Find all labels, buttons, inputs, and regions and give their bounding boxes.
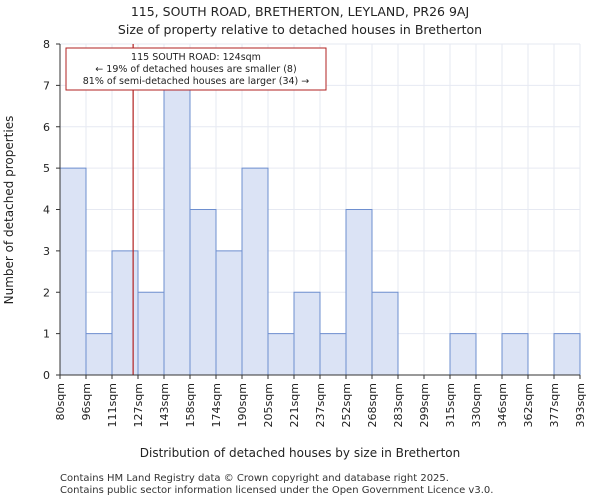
x-tick-label: 362sqm <box>522 383 535 427</box>
x-tick-label: 127sqm <box>132 383 145 427</box>
histogram-bar <box>449 333 477 376</box>
y-tick-label: 3 <box>43 245 50 258</box>
x-tick-label: 268sqm <box>366 383 379 427</box>
histogram-bar <box>111 250 139 376</box>
histogram-bar <box>163 84 191 376</box>
annotation-line-3: 81% of semi-detached houses are larger (… <box>83 76 310 87</box>
x-tick-label: 174sqm <box>210 383 223 427</box>
annotation-line-2: ← 19% of detached houses are smaller (8) <box>95 64 296 75</box>
histogram-bar <box>293 291 321 376</box>
x-tick-label: 96sqm <box>80 383 93 420</box>
histogram-bar <box>319 333 347 376</box>
y-tick-label: 4 <box>43 204 50 217</box>
x-tick-label: 205sqm <box>262 383 275 427</box>
x-tick-label: 346sqm <box>496 383 509 427</box>
annotation-frame <box>65 47 327 91</box>
chart-title: 115, SOUTH ROAD, BRETHERTON, LEYLAND, PR… <box>131 4 469 19</box>
histogram-bar <box>189 209 217 376</box>
histogram-bar <box>215 250 243 376</box>
y-axis-label: Number of detached properties <box>2 116 16 305</box>
x-tick-label: 158sqm <box>184 383 197 427</box>
x-tick-label: 111sqm <box>106 383 119 427</box>
x-tick-label: 283sqm <box>392 383 405 427</box>
histogram-bar <box>267 333 295 376</box>
x-tick-label: 143sqm <box>158 383 171 427</box>
x-tick-label: 237sqm <box>314 383 327 427</box>
x-axis-label: Distribution of detached houses by size … <box>140 446 460 460</box>
histogram-bar <box>59 167 87 376</box>
histogram-bar <box>501 333 529 376</box>
chart-subtitle: Size of property relative to detached ho… <box>118 22 482 37</box>
x-tick-label: 221sqm <box>288 383 301 427</box>
x-tick-labels: 80sqm 96sqm 111sqm 127sqm 143sqm 158sqm 174sqm… <box>54 375 587 427</box>
x-tick-label: 377sqm <box>548 383 561 427</box>
x-tick-label: 299sqm <box>418 383 431 427</box>
histogram-bar <box>85 333 113 376</box>
histogram-bar <box>553 333 581 376</box>
x-tick-label: 315sqm <box>444 383 457 427</box>
x-tick-label: 190sqm <box>236 383 249 427</box>
histogram-bar <box>371 291 399 376</box>
annotation-line-1: 115 SOUTH ROAD: 124sqm <box>131 52 261 63</box>
y-tick-label: 1 <box>43 328 50 341</box>
y-tick-label: 2 <box>43 286 50 299</box>
annotation-box: 115 SOUTH ROAD: 124sqm ← 19% of detached… <box>65 47 327 91</box>
footer-attribution-1: Contains HM Land Registry data © Crown c… <box>60 473 449 484</box>
x-tick-label: 393sqm <box>574 383 587 427</box>
y-tick-label: 6 <box>43 121 50 134</box>
histogram-bar <box>137 291 165 376</box>
x-tick-label: 80sqm <box>54 383 67 420</box>
y-tick-labels: 0 1 2 3 4 5 6 7 8 <box>43 38 60 382</box>
y-tick-label: 0 <box>43 369 50 382</box>
y-tick-label: 8 <box>43 38 50 51</box>
y-tick-label: 5 <box>43 162 50 175</box>
histogram-bar <box>241 167 269 376</box>
footer-attribution-2: Contains public sector information licen… <box>60 485 494 496</box>
y-tick-label: 7 <box>43 79 50 92</box>
x-tick-label: 252sqm <box>340 383 353 427</box>
x-tick-label: 330sqm <box>470 383 483 427</box>
histogram-bar <box>345 209 373 376</box>
